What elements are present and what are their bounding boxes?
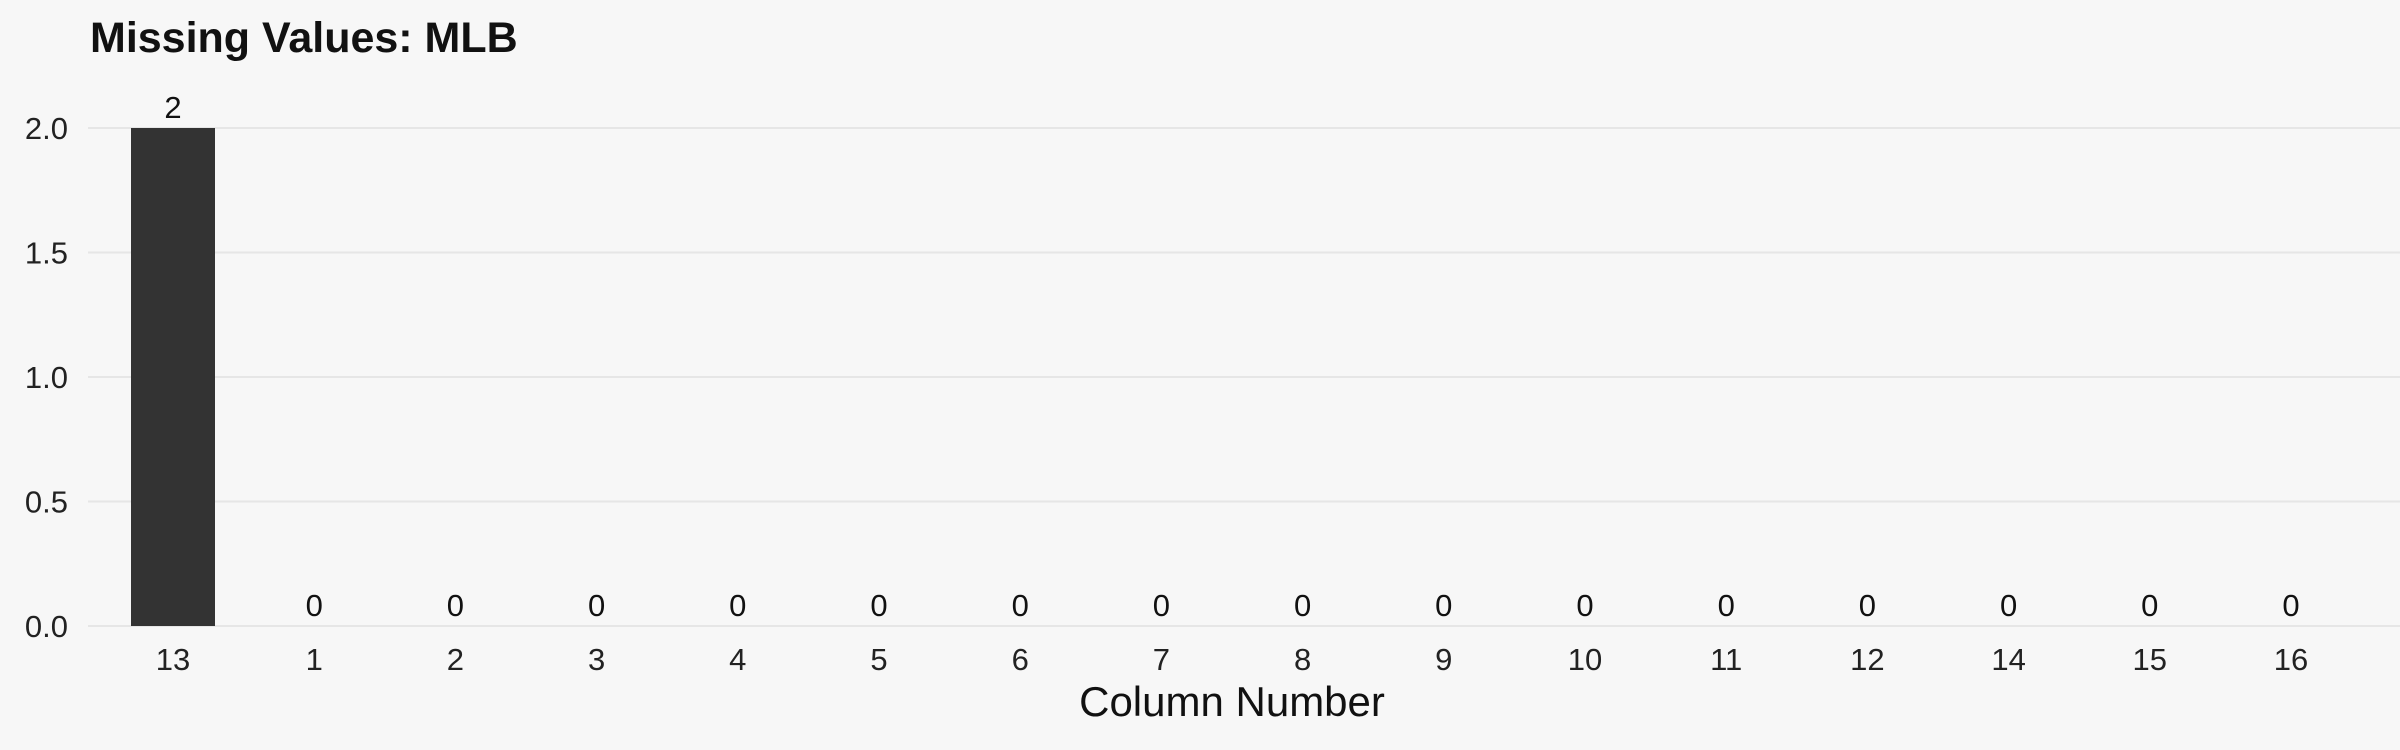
bars (131, 128, 215, 626)
x-tick-label: 8 (1294, 642, 1311, 677)
y-tick-label: 0.0 (25, 609, 68, 644)
data-label: 0 (870, 588, 887, 623)
x-tick-label: 2 (447, 642, 464, 677)
data-label: 2 (164, 90, 181, 125)
data-label: 0 (306, 588, 323, 623)
data-label: 0 (729, 588, 746, 623)
data-label: 0 (447, 588, 464, 623)
x-tick-label: 3 (588, 642, 605, 677)
x-tick-label: 6 (1012, 642, 1029, 677)
data-label: 0 (1718, 588, 1735, 623)
x-tick-label: 5 (870, 642, 887, 677)
x-tick-label: 13 (156, 642, 190, 677)
data-label: 0 (588, 588, 605, 623)
x-axis-ticks: 13 1 2 3 4 5 6 7 8 9 10 11 12 14 15 16 (156, 642, 2308, 677)
x-tick-label: 9 (1435, 642, 1452, 677)
y-tick-label: 1.5 (25, 236, 68, 271)
y-tick-label: 2.0 (25, 111, 68, 146)
x-tick-label: 11 (1710, 642, 1742, 677)
x-axis-title: Column Number (1079, 678, 1385, 725)
data-label: 0 (1859, 588, 1876, 623)
data-labels: 2 0 0 0 0 0 0 0 0 0 0 0 0 0 0 0 (164, 90, 2299, 623)
y-tick-label: 1.0 (25, 360, 68, 395)
data-label: 0 (1012, 588, 1029, 623)
data-label: 0 (1294, 588, 1311, 623)
chart-title: Missing Values: MLB (90, 14, 518, 62)
gridlines (88, 127, 2400, 627)
data-label: 0 (1153, 588, 1170, 623)
bar (131, 128, 215, 626)
data-label: 0 (1435, 588, 1452, 623)
y-tick-label: 0.5 (25, 485, 68, 520)
x-tick-label: 15 (2133, 642, 2167, 677)
x-tick-label: 4 (729, 642, 746, 677)
x-tick-label: 7 (1153, 642, 1170, 677)
y-axis-ticks: 0.0 0.5 1.0 1.5 2.0 (25, 111, 68, 644)
x-tick-label: 14 (1991, 642, 2025, 677)
x-tick-label: 16 (2274, 642, 2308, 677)
x-tick-label: 12 (1850, 642, 1884, 677)
data-label: 0 (2141, 588, 2158, 623)
data-label: 0 (2000, 588, 2017, 623)
x-tick-label: 1 (306, 642, 323, 677)
data-label: 0 (1576, 588, 1593, 623)
x-tick-label: 10 (1568, 642, 1602, 677)
data-label: 0 (2282, 588, 2299, 623)
